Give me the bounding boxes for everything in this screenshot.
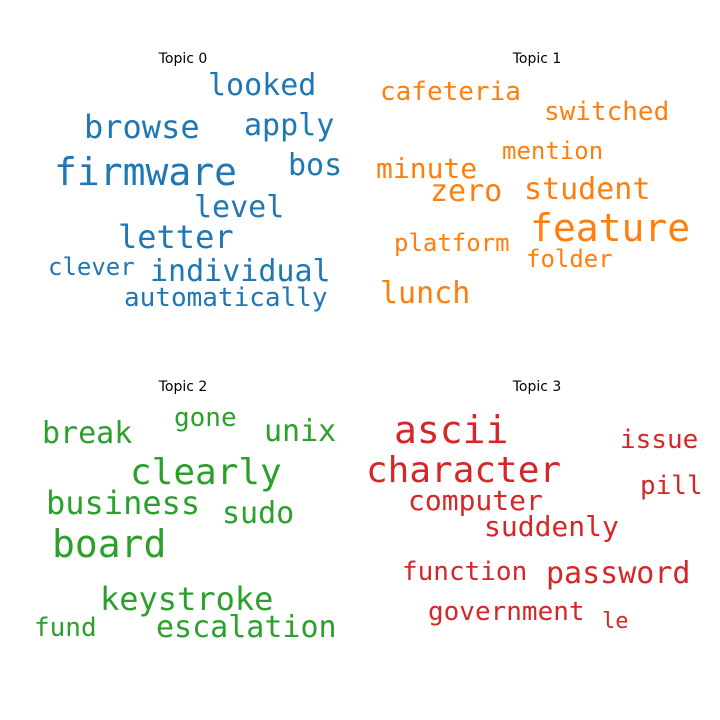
word: computer	[408, 484, 543, 517]
word: apply	[244, 108, 335, 143]
word: minute	[376, 152, 478, 185]
word: lunch	[380, 276, 471, 311]
word: unix	[264, 414, 337, 449]
word: letter	[118, 218, 234, 256]
word: clever	[48, 253, 135, 281]
word: platform	[394, 229, 510, 257]
word: ascii	[394, 408, 509, 452]
word: looked	[208, 68, 317, 103]
word: business	[46, 484, 201, 522]
word: issue	[620, 425, 699, 455]
word: zero	[430, 174, 503, 209]
word: folder	[526, 245, 613, 273]
word: firmware	[54, 150, 238, 194]
word: gone	[174, 403, 237, 433]
panel-title: Topic 1	[512, 51, 562, 67]
word: board	[52, 522, 167, 566]
word: sudo	[222, 496, 295, 531]
word: escalation	[156, 610, 337, 645]
word: fund	[34, 613, 97, 643]
word: feature	[530, 206, 691, 250]
word: level	[194, 190, 285, 225]
topic-panel-0: Topic 0 looked browse apply firmware bos…	[18, 45, 348, 375]
word: automatically	[124, 283, 328, 313]
word: clearly	[130, 452, 282, 493]
panel-title: Topic 0	[158, 51, 208, 67]
word: le	[602, 609, 629, 634]
word: bos	[288, 148, 343, 183]
word: government	[428, 597, 585, 627]
word: cafeteria	[380, 77, 521, 107]
topic-panel-2: Topic 2 gone break unix clearly business…	[18, 373, 348, 703]
word: individual	[150, 254, 331, 289]
word: student	[524, 172, 651, 207]
word: switched	[544, 97, 670, 127]
panel-title: Topic 3	[512, 379, 562, 395]
word: mention	[502, 137, 604, 165]
topic-panel-3: Topic 3 ascii issue character pill compu…	[366, 373, 703, 703]
topic-panel-1: Topic 1 cafeteria switched mention minut…	[372, 45, 702, 375]
panel-title: Topic 2	[158, 379, 208, 395]
word: password	[546, 556, 691, 591]
word: character	[366, 450, 562, 491]
word: browse	[84, 108, 200, 146]
word: suddenly	[484, 510, 619, 543]
word: function	[402, 557, 528, 587]
word: break	[42, 416, 133, 451]
word: pill	[640, 471, 703, 501]
word: keystroke	[100, 580, 274, 618]
